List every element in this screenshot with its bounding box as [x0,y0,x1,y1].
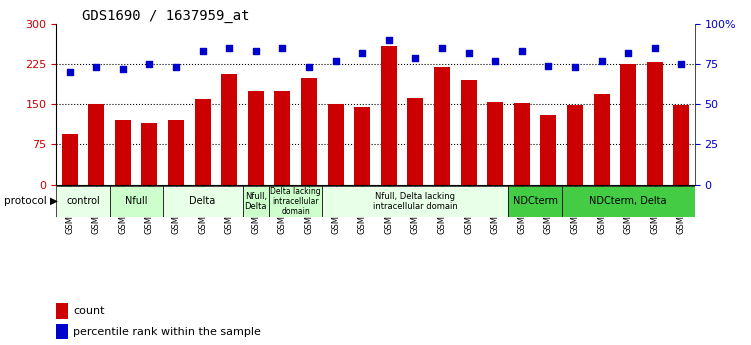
Bar [562,186,695,217]
Point [170,65,182,70]
Bar [163,186,243,217]
Point [383,37,395,43]
Bar [593,93,610,185]
Bar [222,74,237,185]
Bar [274,91,291,185]
Point [409,55,421,61]
Point [223,46,235,51]
Bar [195,99,210,185]
Text: Delta: Delta [189,197,216,206]
Bar [243,186,269,217]
Text: Nfull,
Delta: Nfull, Delta [245,192,267,211]
Text: NDCterm, Delta: NDCterm, Delta [590,197,667,206]
Bar [460,80,477,185]
Point [143,61,155,67]
Text: Delta lacking
intracellular
domain: Delta lacking intracellular domain [270,187,321,216]
Bar [541,115,556,185]
Bar [567,106,583,185]
Point [516,49,528,54]
Bar [248,91,264,185]
Bar [620,64,636,185]
Bar [62,134,77,185]
Point [90,65,102,70]
Bar [89,104,104,185]
Bar [301,78,317,185]
Bar [674,106,689,185]
Bar [434,67,450,185]
Text: Nfull, Delta lacking
intracellular domain: Nfull, Delta lacking intracellular domai… [373,192,458,211]
Bar [269,186,322,217]
Point [276,46,288,51]
Point [675,61,687,67]
Point [303,65,315,70]
Point [330,58,342,64]
Point [596,58,608,64]
Bar [56,324,68,339]
Text: control: control [66,197,100,206]
Point [542,63,554,69]
Bar [168,120,184,185]
Text: percentile rank within the sample: percentile rank within the sample [74,327,261,337]
Point [649,46,661,51]
Point [622,50,634,56]
Point [569,65,581,70]
Text: Nfull: Nfull [125,197,147,206]
Text: count: count [74,306,104,316]
Point [250,49,262,54]
Point [436,46,448,51]
Bar [56,186,110,217]
Bar [110,186,163,217]
Text: GDS1690 / 1637959_at: GDS1690 / 1637959_at [82,9,249,23]
Bar [381,46,397,185]
Bar [115,120,131,185]
Bar [141,123,158,185]
Bar [354,107,370,185]
Point [64,69,76,75]
Text: protocol ▶: protocol ▶ [4,197,58,206]
Bar [408,98,424,185]
Text: NDCterm: NDCterm [513,197,557,206]
Point [356,50,368,56]
Bar [514,103,529,185]
Bar [322,186,508,217]
Bar [487,102,503,185]
Point [489,58,501,64]
Bar [56,303,68,319]
Point [117,66,129,72]
Bar [647,61,663,185]
Bar [327,104,344,185]
Bar [508,186,562,217]
Point [197,49,209,54]
Point [463,50,475,56]
